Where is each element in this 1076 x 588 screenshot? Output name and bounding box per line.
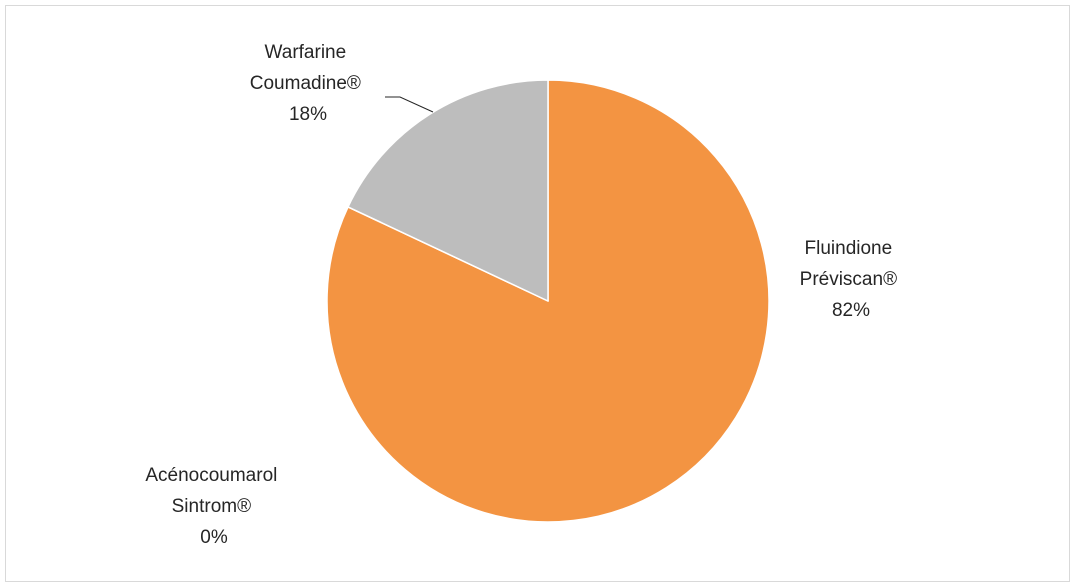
- fluindione-percent-label: 82%: [832, 300, 870, 321]
- warfarine-percent-label: 18%: [289, 104, 327, 125]
- acenocoumarol-name-line2: Sintrom®: [172, 496, 251, 517]
- acenocoumarol-label: Acénocoumarol Sintrom® 0%: [145, 465, 282, 548]
- leader-lines: [385, 96, 434, 113]
- fluindione-label: Fluindione Préviscan® 82%: [800, 238, 903, 321]
- acenocoumarol-name-line1: Acénocoumarol: [145, 465, 277, 486]
- pie-slices: [326, 79, 770, 523]
- warfarine-leader-line: [385, 96, 434, 113]
- warfarine-name-line2: Coumadine®: [250, 73, 361, 94]
- warfarine-slice: [347, 79, 549, 302]
- fluindione-name-line2: Préviscan®: [800, 269, 897, 290]
- warfarine-label: Warfarine Coumadine® 18%: [250, 42, 366, 125]
- fluindione-name-line1: Fluindione: [805, 238, 893, 259]
- acenocoumarol-percent-label: 0%: [200, 527, 228, 548]
- warfarine-name-line1: Warfarine: [265, 42, 347, 63]
